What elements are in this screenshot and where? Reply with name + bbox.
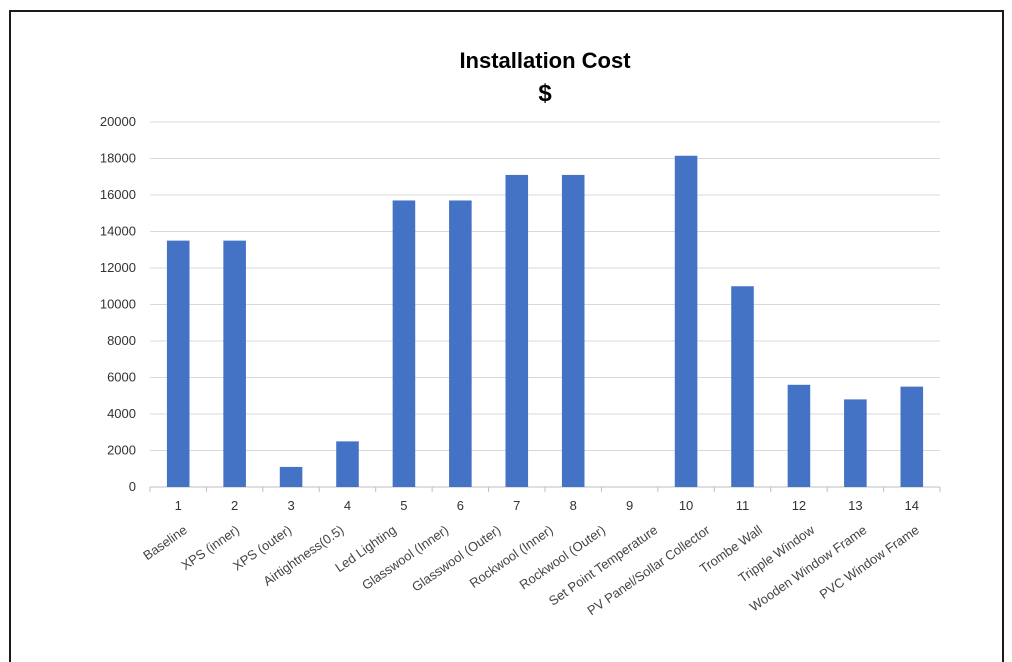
category-label: Glasswool (Outer) <box>409 522 503 594</box>
y-tick-label: 18000 <box>100 151 136 166</box>
x-tick-label: 8 <box>570 498 577 513</box>
y-tick-label: 16000 <box>100 187 136 202</box>
y-tick-label: 2000 <box>107 443 136 458</box>
y-tick-label: 4000 <box>107 406 136 421</box>
y-tick-label: 10000 <box>100 297 136 312</box>
bar <box>279 466 303 487</box>
y-tick-label: 14000 <box>100 224 136 239</box>
x-tick-label: 6 <box>457 498 464 513</box>
y-tick-label: 8000 <box>107 333 136 348</box>
bar <box>505 174 529 488</box>
category-label: Glasswool (Inner) <box>359 522 451 593</box>
chart-subtitle: $ <box>538 80 552 107</box>
bar <box>900 386 924 487</box>
x-tick-label: 9 <box>626 498 633 513</box>
x-tick-label: 12 <box>792 498 806 513</box>
bar <box>674 155 698 487</box>
bar <box>166 240 190 487</box>
bar <box>223 240 246 487</box>
y-tick-label: 6000 <box>107 370 136 385</box>
x-tick-label: 14 <box>905 498 919 513</box>
y-tick-label: 0 <box>129 479 136 494</box>
x-tick-label: 13 <box>848 498 862 513</box>
x-tick-label: 3 <box>287 498 294 513</box>
x-tick-label: 2 <box>231 498 238 513</box>
x-tick-label: 10 <box>679 498 693 513</box>
bar <box>336 441 359 487</box>
bar <box>731 286 754 487</box>
x-tick-label: 7 <box>513 498 520 513</box>
x-tick-label: 1 <box>175 498 182 513</box>
y-tick-label: 20000 <box>100 114 136 129</box>
chart-title: Installation Cost <box>459 48 631 73</box>
category-label: Rockwool (Outer) <box>517 522 608 592</box>
x-tick-label: 4 <box>344 498 351 513</box>
bar <box>392 200 416 487</box>
bar <box>449 200 472 487</box>
bar <box>844 399 867 487</box>
x-tick-label: 11 <box>736 498 750 513</box>
y-tick-label: 12000 <box>100 260 136 275</box>
bar <box>561 174 585 488</box>
x-tick-label: 5 <box>400 498 407 513</box>
bar <box>787 384 811 487</box>
